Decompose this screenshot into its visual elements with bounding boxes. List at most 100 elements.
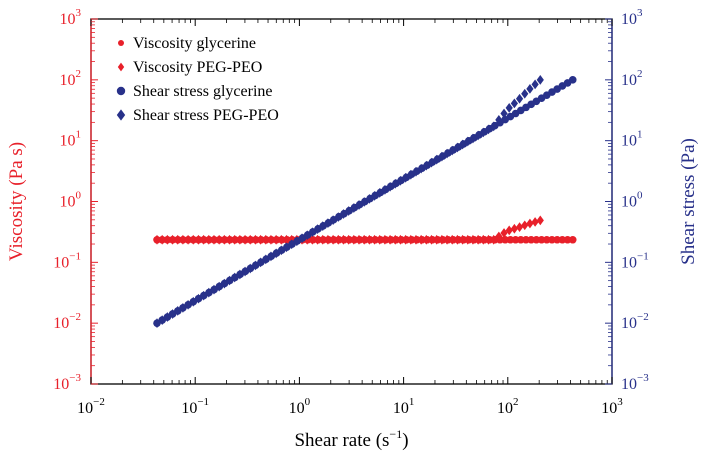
viscosity-peg-peo-point	[495, 231, 503, 242]
viscosity-peg-peo-point	[443, 234, 451, 245]
shear-stress-peg-peo-point	[458, 139, 467, 150]
viscosity-peg-peo-point	[153, 234, 161, 245]
data-marks	[153, 74, 577, 329]
viscosity-peg-peo-point	[163, 234, 171, 245]
right-y-axis-title: Shear stress (Pa)	[678, 138, 699, 265]
x-tick-label: 102	[497, 396, 519, 417]
shear-stress-peg-peo-point	[272, 248, 280, 259]
right-y-tick-label: 10−2	[621, 311, 649, 332]
shear-stress-peg-peo-point	[448, 145, 456, 156]
viscosity-peg-peo-point	[168, 234, 177, 245]
shear-stress-peg-peo-point	[236, 269, 244, 280]
shear-stress-peg-peo-point	[277, 245, 285, 256]
viscosity-peg-peo-point	[355, 234, 363, 245]
viscosity-peg-peo-point	[189, 234, 197, 245]
viscosity-glycerine-point	[558, 235, 567, 244]
viscosity-peg-peo-point	[324, 234, 332, 245]
shear-stress-peg-peo-point	[355, 200, 363, 210]
shear-stress-peg-peo-point	[464, 136, 472, 147]
viscosity-peg-peo-point	[194, 234, 203, 245]
legend-marker-viscosity-peg-peo	[117, 62, 125, 72]
shear-stress-peg-peo-point	[210, 284, 218, 295]
shear-stress-glycerine-point	[568, 76, 577, 84]
viscosity-glycerine-point	[563, 235, 572, 244]
viscosity-peg-peo-point	[381, 234, 389, 245]
viscosity-glycerine-point	[532, 235, 541, 244]
viscosity-peg-peo-point	[536, 215, 544, 226]
right-y-tick-label: 103	[621, 7, 643, 28]
viscosity-peg-peo-point	[427, 234, 436, 245]
shear-stress-peg-peo-point	[443, 148, 451, 159]
shear-stress-peg-peo-point	[505, 103, 513, 113]
shear-stress-peg-peo-point	[288, 239, 296, 250]
viscosity-peg-peo-point	[313, 234, 322, 245]
viscosity-peg-peo-point	[448, 234, 456, 245]
shear-stress-peg-peo-point	[402, 172, 410, 183]
x-tick-label: 100	[289, 396, 311, 417]
shear-stress-peg-peo-point	[479, 127, 487, 138]
viscosity-peg-peo-point	[158, 234, 166, 245]
shear-stress-peg-peo-point	[174, 306, 182, 316]
left-y-tick-label: 10−3	[53, 372, 81, 393]
viscosity-glycerine-point	[537, 235, 546, 244]
viscosity-peg-peo-point	[220, 234, 228, 245]
viscosity-glycerine-point	[553, 235, 561, 244]
viscosity-peg-peo-point	[500, 228, 508, 238]
legend-marker-shear-stress-peg-peo	[116, 109, 126, 121]
axis-ticks: 10−2 10−1 100 101 102 103 10−3 10−2 10−1 100 101 10…	[53, 7, 649, 417]
viscosity-peg-peo-point	[272, 234, 280, 245]
shear-stress-peg-peo-point	[495, 114, 503, 125]
viscosity-peg-peo-point	[365, 234, 373, 245]
viscosity-peg-peo-point	[453, 234, 462, 245]
viscosity-peg-peo-point	[505, 225, 513, 236]
viscosity-peg-peo-point	[396, 234, 405, 245]
viscosity-peg-peo-point	[345, 234, 353, 245]
viscosity-peg-peo-point	[334, 234, 342, 245]
viscosity-peg-peo-point	[370, 234, 379, 245]
shear-stress-peg-peo-point	[521, 88, 529, 99]
viscosity-peg-peo-point	[225, 234, 234, 245]
shear-stress-peg-peo-point	[205, 287, 213, 298]
viscosity-peg-peo-point	[510, 223, 518, 234]
legend-marker-shear-stress-glycerine	[116, 86, 126, 96]
right-y-tick-label: 10−3	[621, 372, 649, 393]
legend-marker-viscosity-glycerine	[118, 40, 124, 46]
shear-stress-peg-peo-point	[474, 130, 482, 141]
shear-stress-peg-peo-point	[246, 263, 254, 274]
shear-stress-peg-peo-point	[200, 290, 208, 301]
shear-stress-peg-peo-point	[484, 124, 493, 135]
shear-stress-peg-peo-point	[267, 251, 275, 262]
x-tick-label: 10−2	[77, 396, 105, 417]
left-y-axis-title: Viscosity (Pa s)	[6, 142, 27, 261]
viscosity-glycerine-point	[548, 235, 556, 244]
x-axis-title: Shear rate (s−1)	[294, 427, 408, 451]
shear-stress-peg-peo-point	[412, 166, 420, 177]
shear-stress-peg-peo-point	[334, 212, 342, 222]
viscosity-peg-peo-point	[438, 234, 446, 245]
legend-label-shear-stress-peg-peo: Shear stress PEG-PEO	[133, 107, 279, 124]
shear-stress-peg-peo-point	[531, 79, 539, 90]
shear-stress-peg-peo-point	[500, 108, 508, 119]
shear-stress-peg-peo-point	[241, 266, 249, 277]
viscosity-peg-peo-point	[277, 234, 285, 245]
shear-stress-peg-peo-point	[376, 188, 384, 198]
viscosity-peg-peo-point	[484, 234, 493, 245]
viscosity-peg-peo-point	[422, 234, 430, 245]
viscosity-peg-peo-point	[319, 234, 327, 245]
shear-stress-peg-peo-point	[313, 224, 322, 235]
shear-stress-peg-peo-point	[303, 230, 311, 241]
viscosity-peg-peo-point	[205, 234, 213, 245]
viscosity-peg-peo-point	[464, 234, 472, 245]
shear-stress-peg-peo-point	[194, 293, 203, 304]
viscosity-peg-peo-point	[474, 234, 482, 245]
viscosity-peg-peo-point	[210, 234, 218, 245]
viscosity-peg-peo-point	[402, 234, 410, 245]
shear-stress-peg-peo-point	[365, 194, 373, 204]
right-y-tick-label: 101	[621, 129, 643, 150]
shear-stress-peg-peo-point	[329, 215, 337, 225]
legend-label-viscosity-glycerine: Viscosity glycerine	[133, 35, 256, 52]
shear-stress-peg-peo-point	[526, 84, 534, 94]
left-y-tick-label: 101	[60, 129, 82, 150]
viscosity-peg-peo-point	[412, 234, 420, 245]
